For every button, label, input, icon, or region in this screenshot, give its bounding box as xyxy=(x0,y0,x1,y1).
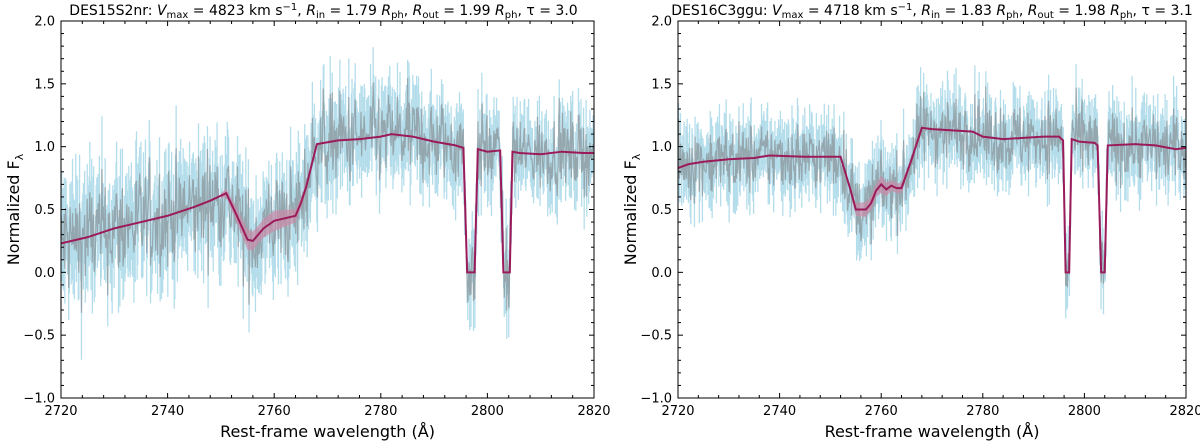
title-segment: , τ = 3.1 xyxy=(1133,3,1193,19)
y-label-subscript: λ xyxy=(630,153,643,160)
title-segment: out xyxy=(1037,10,1053,21)
x-tick-label: 2760 xyxy=(258,404,291,419)
title-segment: = 4823 km s xyxy=(188,3,282,19)
y-tick-label: 1.5 xyxy=(34,77,55,92)
title-segment: out xyxy=(422,10,438,21)
x-tick-label: 2740 xyxy=(151,404,184,419)
model-uncertainty-band xyxy=(850,156,912,218)
data-layer xyxy=(678,64,1186,319)
title-segment: in xyxy=(316,10,325,21)
title-segment: DES16C3ggu: xyxy=(671,3,772,19)
title-segment: ph xyxy=(1006,10,1019,21)
title-segment: in xyxy=(931,10,940,21)
y-axis-label: Normalized Fλ xyxy=(621,153,643,265)
panel-2: 2720 2740 2760 2780 2800 2820 −1.0 −0.5 0.0 0.5 1.… xyxy=(621,2,1200,441)
x-tick-label: 2800 xyxy=(471,404,504,419)
title-segment: ph xyxy=(1120,10,1133,21)
title-segment: max xyxy=(782,10,804,21)
y-tick-label: 0.0 xyxy=(651,266,672,281)
model-uncertainty-band xyxy=(220,141,317,251)
x-tick-label: 2800 xyxy=(1068,404,1101,419)
x-tick-label: 2820 xyxy=(577,404,610,419)
x-tick-label: 2780 xyxy=(966,404,999,419)
title-segment: DES15S2nr: xyxy=(69,3,157,19)
x-tick-label: 2760 xyxy=(865,404,898,419)
title-segment: R xyxy=(996,3,1006,19)
y-tick-label: 1.0 xyxy=(34,140,55,155)
title-segment: R xyxy=(1110,3,1120,19)
y-tick-label: −0.5 xyxy=(640,329,672,344)
title-segment: ph xyxy=(391,10,404,21)
y-tick-label: 0.5 xyxy=(651,203,672,218)
data-layer xyxy=(61,47,594,360)
title-segment: = 4718 km s xyxy=(803,3,897,19)
x-tick-label: 2740 xyxy=(763,404,796,419)
title-segment: , xyxy=(1019,3,1028,19)
y-tick-label: −0.5 xyxy=(23,329,55,344)
model-line xyxy=(61,133,594,274)
x-tick-label: 2820 xyxy=(1169,404,1200,419)
title-segment: −1 xyxy=(898,2,913,13)
ticks xyxy=(677,20,1187,399)
title-segment: = 1.83 xyxy=(940,3,996,19)
y-tick-label: 0.5 xyxy=(34,203,55,218)
chart-title: DES15S2nr: Vmax = 4823 km s−1, Rin = 1.7… xyxy=(69,2,577,21)
x-tick-label: 2720 xyxy=(44,404,77,419)
y-tick-label: −1.0 xyxy=(640,392,672,407)
error-bars xyxy=(678,64,1186,319)
x-tick-label: 2780 xyxy=(364,404,397,419)
x-axis-label: Rest-frame wavelength (Å) xyxy=(825,422,1040,441)
title-segment: R xyxy=(495,3,505,19)
y-tick-label: −1.0 xyxy=(23,392,55,407)
title-segment: −1 xyxy=(283,2,298,13)
y-tick-label: 1.5 xyxy=(651,77,672,92)
observed-spectrum xyxy=(61,77,594,313)
y-tick-label: 2.0 xyxy=(34,15,55,30)
y-axis-label: Normalized Fλ xyxy=(4,153,26,265)
title-segment: V xyxy=(157,3,168,19)
title-segment: = 1.99 xyxy=(439,3,495,19)
y-tick-label: 2.0 xyxy=(651,15,672,30)
title-segment: R xyxy=(381,3,391,19)
title-segment: max xyxy=(167,10,189,21)
title-segment: V xyxy=(772,3,783,19)
title-segment: ph xyxy=(505,10,518,21)
title-segment: , xyxy=(912,3,921,19)
observed-spectrum xyxy=(678,86,1186,288)
title-segment: R xyxy=(306,3,316,19)
title-segment: , xyxy=(297,3,306,19)
y-tick-label: 1.0 xyxy=(651,140,672,155)
chart-title: DES16C3ggu: Vmax = 4718 km s−1, Rin = 1.… xyxy=(671,2,1193,21)
title-segment: , τ = 3.0 xyxy=(517,3,577,19)
title-segment: R xyxy=(413,3,423,19)
ticks xyxy=(60,20,595,399)
title-segment: = 1.79 xyxy=(325,3,381,19)
y-tick-label: 0.0 xyxy=(34,266,55,281)
x-tick-label: 2720 xyxy=(661,404,694,419)
y-label-subscript: λ xyxy=(13,153,26,160)
title-segment: = 1.98 xyxy=(1054,3,1110,19)
x-axis-label: Rest-frame wavelength (Å) xyxy=(220,422,435,441)
title-segment: R xyxy=(1028,3,1038,19)
title-segment: R xyxy=(921,3,931,19)
title-segment: , xyxy=(404,3,413,19)
panel-1: 2720 2740 2760 2780 2800 2820 −1.0 −0.5 0.0 0.5 1.… xyxy=(4,2,611,441)
model-line xyxy=(678,126,1186,274)
